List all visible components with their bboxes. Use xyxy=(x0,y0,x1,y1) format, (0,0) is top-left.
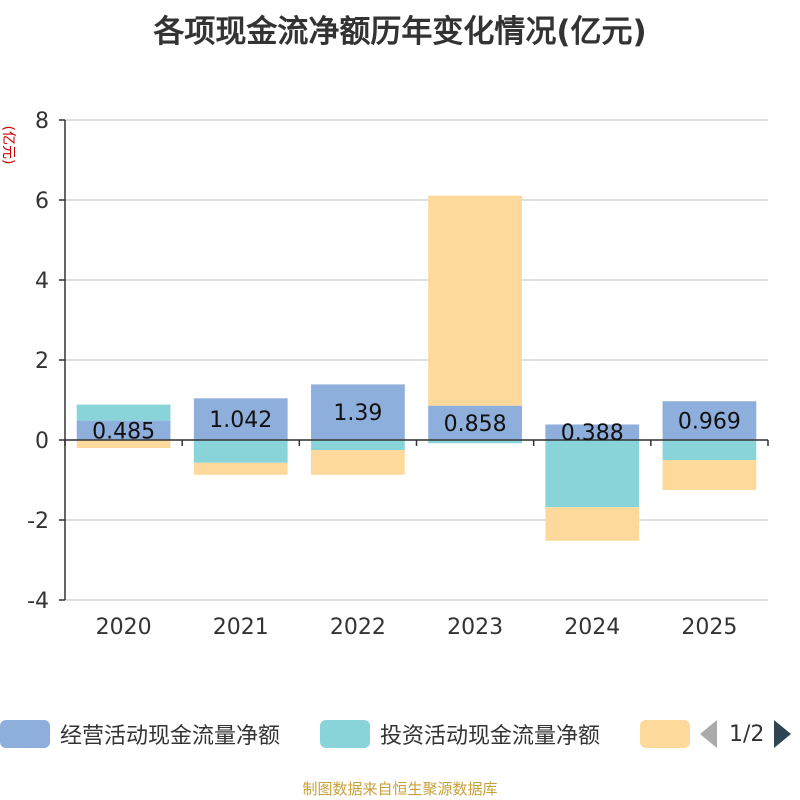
pager-prev-icon[interactable] xyxy=(700,720,717,748)
bar-2022-series-1 xyxy=(311,440,405,450)
bar-2024-series-2 xyxy=(545,507,640,541)
data-label-2025: 0.969 xyxy=(678,410,741,435)
source-footer: 制图数据来自恒生聚源数据库 xyxy=(302,780,498,798)
y-tick-label: -2 xyxy=(27,509,49,534)
data-label-2023: 0.858 xyxy=(444,412,507,437)
bars xyxy=(76,195,757,541)
chart-title: 各项现金流净额历年变化情况(亿元) xyxy=(153,14,647,50)
y-tick-label: -4 xyxy=(27,589,49,614)
y-tick-label: 4 xyxy=(35,269,49,294)
legend-pager: 1/2 xyxy=(700,716,792,752)
legend-swatch-investing xyxy=(320,720,370,748)
bar-2024-series-1 xyxy=(545,440,640,508)
pager-next-icon[interactable] xyxy=(774,720,792,748)
bar-2020-series-1 xyxy=(76,404,171,421)
pager-text: 1/2 xyxy=(729,721,765,747)
legend-item-investing[interactable]: 投资活动现金流量净额 xyxy=(320,716,600,752)
axes: -4 -2 0 2 4 6 8 2020 2021 2022 2023 2024 2025 xyxy=(27,109,769,640)
bar-2023-series-2 xyxy=(428,195,522,406)
legend-item-operating[interactable]: 经营活动现金流量净额 xyxy=(0,716,280,752)
data-label-2022: 1.39 xyxy=(333,401,382,426)
bar-2025-series-1 xyxy=(662,440,757,460)
x-tick-label: 2020 xyxy=(96,615,152,640)
bar-2023-series-1 xyxy=(428,440,522,444)
legend-item-financing[interactable] xyxy=(640,716,700,752)
bar-2021-series-1 xyxy=(193,440,288,463)
x-tick-label: 2023 xyxy=(447,615,503,640)
y-tick-label: 2 xyxy=(35,349,49,374)
y-tick-label: 6 xyxy=(35,189,49,214)
legend-swatch-financing xyxy=(640,720,690,748)
bar-2021-series-0 xyxy=(193,398,288,440)
y-tick-label: 0 xyxy=(35,429,49,454)
bar-2021-series-2 xyxy=(193,462,288,475)
x-tick-label: 2021 xyxy=(213,615,269,640)
bar-2023-series-0 xyxy=(428,405,522,440)
bar-2022-series-2 xyxy=(311,450,405,475)
x-tick-label: 2024 xyxy=(564,615,620,640)
grid-lines xyxy=(65,119,768,601)
bar-2020-series-2 xyxy=(76,440,171,448)
legend-label-investing: 投资活动现金流量净额 xyxy=(380,724,601,749)
data-label-2020: 0.485 xyxy=(92,419,155,444)
x-tick-label: 2025 xyxy=(681,615,737,640)
legend: 经营活动现金流量净额 投资活动现金流量净额 xyxy=(0,716,800,752)
legend-swatch-operating xyxy=(0,720,50,748)
bar-2020-series-0 xyxy=(76,420,171,440)
chart-canvas: -4 -2 0 2 4 6 8 2020 2021 2022 2023 2024 2025 0.485 1… xyxy=(0,109,769,640)
y-axis-label: (亿元) xyxy=(0,126,16,165)
data-label-2021: 1.042 xyxy=(209,408,272,433)
bar-2022-series-0 xyxy=(311,384,405,440)
legend-label-operating: 经营活动现金流量净额 xyxy=(60,724,281,749)
bar-2025-series-2 xyxy=(662,460,757,490)
y-tick-label: 8 xyxy=(35,109,49,134)
x-tick-label: 2022 xyxy=(330,615,386,640)
data-labels: 0.485 1.042 1.39 0.858 0.388 0.969 xyxy=(92,401,741,446)
bar-2024-series-0 xyxy=(545,424,640,440)
data-label-2024: 0.388 xyxy=(561,421,624,446)
bar-2025-series-0 xyxy=(662,401,757,440)
